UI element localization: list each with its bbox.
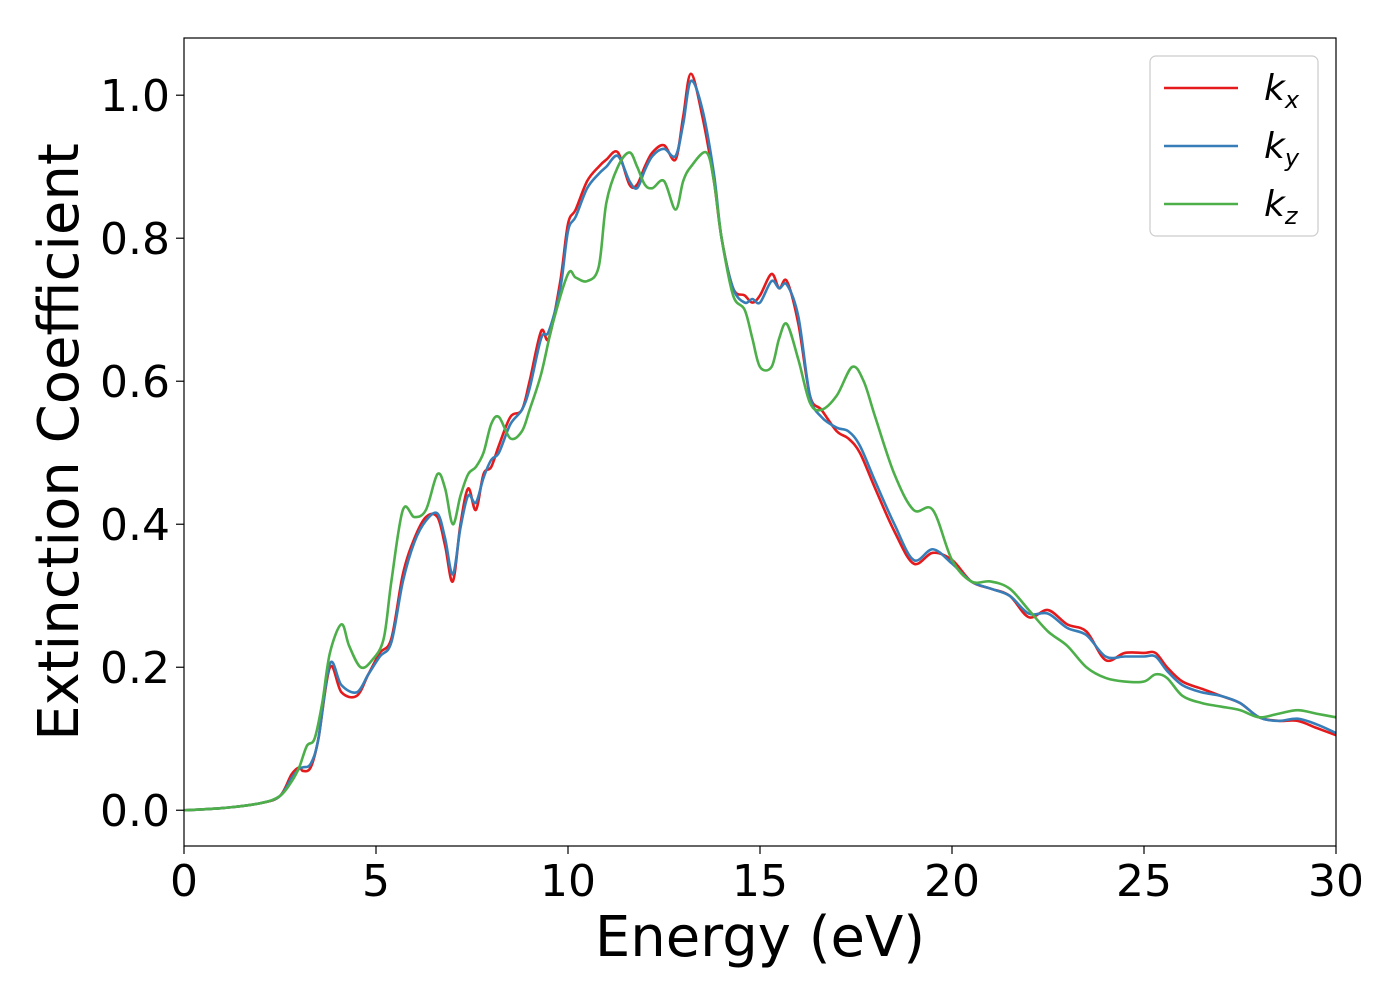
y-tick-label: 0.2 <box>100 643 170 694</box>
y-axis-ticks: 0.0 0.2 0.4 0.6 0.8 1.0 <box>100 71 184 837</box>
x-tick-label: 5 <box>362 856 390 907</box>
y-tick-label: 1.0 <box>100 71 170 122</box>
series-line-kz <box>183 150 1337 812</box>
series-layer <box>183 72 1337 812</box>
y-axis-label: Extinction Coefficient <box>27 143 92 741</box>
x-axis-ticks: 0 5 10 15 20 25 30 <box>170 846 1364 907</box>
x-tick-label: 10 <box>540 856 596 907</box>
legend-label-ky: ky <box>1264 126 1300 172</box>
x-axis-label: Energy (eV) <box>595 905 925 970</box>
legend-label-kx: kx <box>1264 68 1300 114</box>
legend-label-kz: kz <box>1264 184 1299 230</box>
series-line-ky <box>183 79 1337 812</box>
x-tick-label: 20 <box>924 856 980 907</box>
y-tick-label: 0.6 <box>100 357 170 408</box>
legend: kx ky kz <box>1149 55 1319 237</box>
plot-area <box>184 38 1336 846</box>
x-tick-label: 0 <box>170 856 198 907</box>
y-tick-label: 0.8 <box>100 214 170 265</box>
x-tick-label: 30 <box>1308 856 1364 907</box>
x-tick-label: 25 <box>1116 856 1172 907</box>
x-tick-label: 15 <box>732 856 788 907</box>
y-tick-label: 0.0 <box>100 786 170 837</box>
y-tick-label: 0.4 <box>100 500 170 551</box>
